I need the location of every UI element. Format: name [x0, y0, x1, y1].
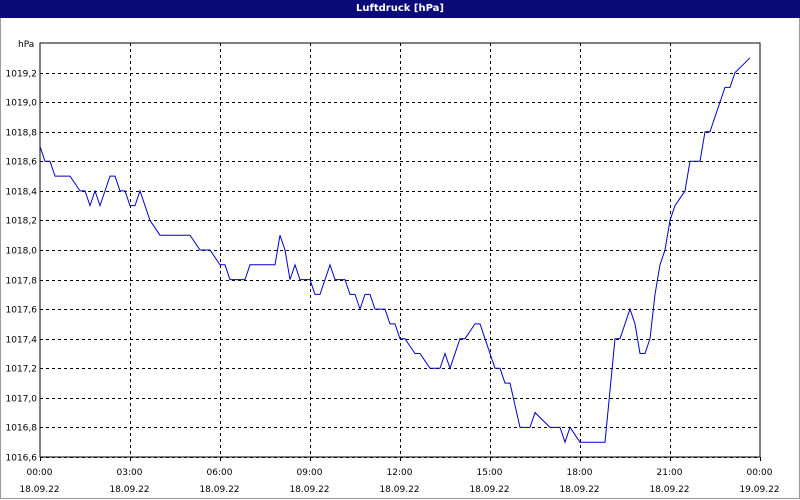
x-tick-time-label: 12:00: [387, 468, 413, 478]
x-tick-time-label: 21:00: [657, 468, 683, 478]
x-tick-date-label: 18.09.22: [649, 485, 689, 495]
x-tick-time-label: 09:00: [297, 468, 323, 478]
y-axis-unit-label: hPa: [18, 40, 34, 50]
x-tick-date-label: 18.09.22: [289, 485, 329, 495]
y-tick-label: 1019,0: [6, 99, 38, 109]
x-tick-date-label: 18.09.22: [199, 485, 239, 495]
y-tick-label: 1018,2: [6, 217, 38, 227]
x-tick-time-label: 03:00: [117, 468, 143, 478]
x-tick-date-label: 18.09.22: [379, 485, 419, 495]
y-tick-label: 1016,6: [6, 454, 38, 464]
x-tick-date-label: 18.09.22: [559, 485, 599, 495]
y-tick-label: 1017,0: [6, 395, 38, 405]
y-tick-label: 1017,2: [6, 365, 38, 375]
x-tick-date-label: 18.09.22: [19, 485, 59, 495]
y-tick-label: 1016,8: [6, 424, 38, 434]
x-tick-time-label: 18:00: [567, 468, 593, 478]
y-tick-label: 1018,6: [6, 158, 38, 168]
x-tick-date-label: 19.09.22: [739, 485, 779, 495]
x-tick-time-label: 00:00: [747, 468, 773, 478]
x-tick-date-label: 18.09.22: [109, 485, 149, 495]
y-tick-label: 1018,8: [6, 129, 38, 139]
x-tick-time-label: 15:00: [477, 468, 503, 478]
x-tick-time-label: 06:00: [207, 468, 233, 478]
y-tick-label: 1018,4: [6, 188, 38, 198]
axis-labels: 1016,6 1016,8 1017,0 1017,2 1017,4 1017,6 1017…: [6, 70, 780, 496]
y-tick-label: 1017,8: [6, 277, 38, 287]
y-tick-label: 1017,6: [6, 306, 38, 316]
y-tick-label: 1018,0: [6, 247, 38, 257]
x-tick-time-label: 00:00: [27, 468, 53, 478]
pressure-series-line: [39, 57, 751, 444]
y-tick-label: 1017,4: [6, 336, 38, 346]
y-tick-label: 1019,2: [6, 70, 38, 80]
grid-lines: [39, 42, 761, 461]
chart-title: Luftdruck [hPa]: [0, 0, 800, 18]
x-tick-date-label: 18.09.22: [469, 485, 509, 495]
